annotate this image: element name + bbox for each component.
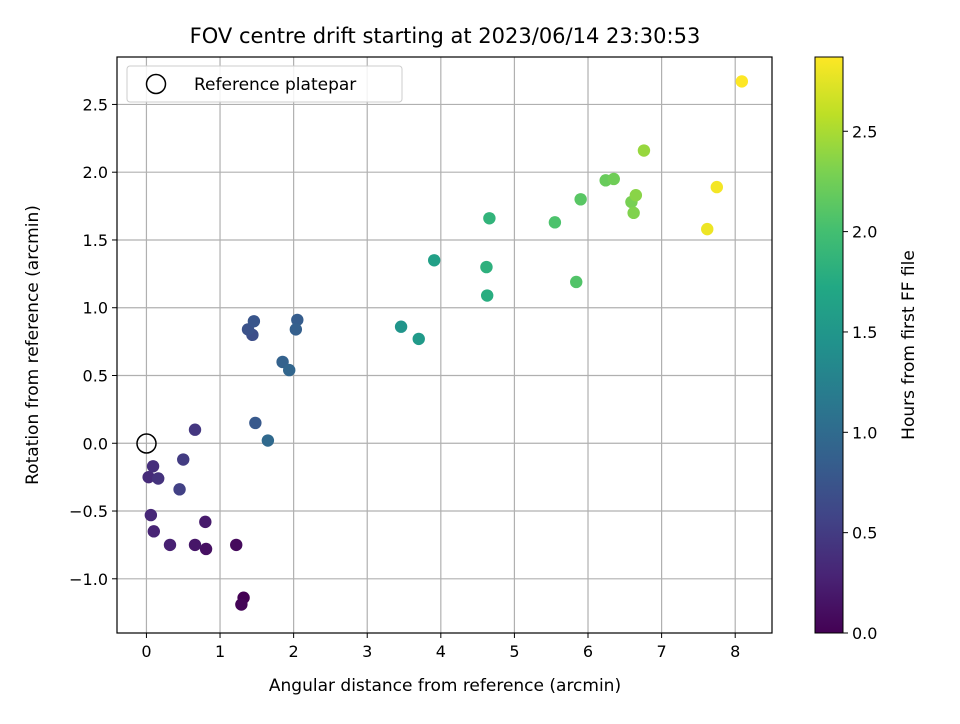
colorbar-tick-label: 0.0	[852, 624, 877, 643]
y-tick-label: −1.0	[69, 570, 108, 589]
data-point	[230, 538, 243, 552]
x-tick-label: 5	[509, 642, 519, 661]
data-point	[291, 313, 304, 327]
x-axis-label: Angular distance from reference (arcmin)	[269, 676, 621, 696]
y-axis-ticks: −1.0 −0.5 0.0 0.5 1.0 1.5 2.0 2.5	[69, 95, 117, 589]
chart-title: FOV centre drift starting at 2023/06/14 …	[190, 24, 701, 48]
y-tick-label: 0.0	[83, 434, 108, 453]
data-point	[142, 470, 155, 484]
data-point	[480, 289, 494, 302]
legend: Reference platepar	[126, 65, 403, 103]
grid-lines	[117, 57, 772, 633]
colorbar-tick-label: 1.0	[852, 423, 877, 442]
data-point	[394, 320, 408, 333]
data-point	[480, 260, 493, 274]
colorbar-tick-label: 2.0	[852, 223, 877, 242]
data-point	[163, 538, 177, 552]
colorbar-tick-label: 0.5	[852, 524, 877, 543]
data-point	[627, 206, 640, 220]
y-tick-label: 1.5	[83, 231, 108, 250]
y-tick-label: −0.5	[69, 502, 108, 521]
x-tick-label: 2	[289, 642, 299, 661]
data-point	[548, 216, 562, 229]
data-point	[173, 483, 186, 496]
data-point	[199, 515, 212, 529]
colorbar-gradient	[814, 56, 844, 634]
data-point	[146, 460, 160, 473]
data-point	[637, 144, 651, 157]
data-point	[261, 434, 275, 447]
y-tick-label: 0.5	[83, 366, 108, 385]
x-tick-label: 4	[436, 642, 446, 661]
y-axis-label: Rotation from reference (arcmin)	[23, 205, 43, 485]
data-point	[283, 363, 296, 377]
data-point	[199, 542, 213, 556]
data-point	[574, 193, 587, 206]
data-point	[483, 212, 496, 225]
legend-box	[126, 65, 403, 103]
x-tick-label: 6	[583, 642, 593, 661]
data-point	[570, 275, 583, 289]
x-tick-label: 3	[362, 642, 372, 661]
data-point	[188, 423, 202, 436]
x-tick-label: 7	[657, 642, 667, 661]
data-point	[710, 180, 724, 194]
colorbar: 0.0 0.5 1.0 1.5 2.0 2.5 Hours from first FF f…	[814, 56, 919, 643]
y-tick-label: 1.0	[83, 299, 108, 318]
colorbar-label: Hours from first FF file	[899, 250, 919, 440]
colorbar-tick-label: 1.5	[852, 323, 877, 342]
y-tick-label: 2.5	[83, 95, 108, 114]
legend-marker-icon	[145, 73, 167, 95]
data-point	[701, 222, 714, 236]
data-point	[735, 75, 749, 88]
data-point	[152, 472, 165, 485]
data-point	[147, 525, 160, 538]
colorbar-ticks: 0.0 0.5 1.0 1.5 2.0 2.5	[843, 122, 877, 643]
data-point	[188, 538, 202, 552]
legend-label: Reference platepar	[194, 75, 356, 95]
colorbar-tick-label: 2.5	[852, 122, 877, 141]
y-tick-label: 2.0	[83, 163, 108, 182]
data-point	[247, 315, 261, 328]
data-point	[249, 416, 262, 430]
data-points	[142, 75, 749, 611]
data-point	[177, 453, 190, 466]
x-tick-label: 1	[215, 642, 225, 661]
data-point	[607, 172, 620, 186]
data-point	[629, 189, 643, 202]
data-point	[235, 598, 248, 611]
data-point	[427, 254, 441, 267]
x-tick-label: 0	[141, 642, 151, 661]
data-point	[144, 508, 158, 522]
plot-frame	[116, 56, 773, 634]
data-point	[289, 323, 303, 336]
x-axis-ticks: 0 1 2 3 4 5 6 7 8	[141, 633, 740, 661]
x-tick-label: 8	[730, 642, 740, 661]
data-point	[412, 332, 425, 346]
reference-platepar-marker	[136, 433, 157, 454]
